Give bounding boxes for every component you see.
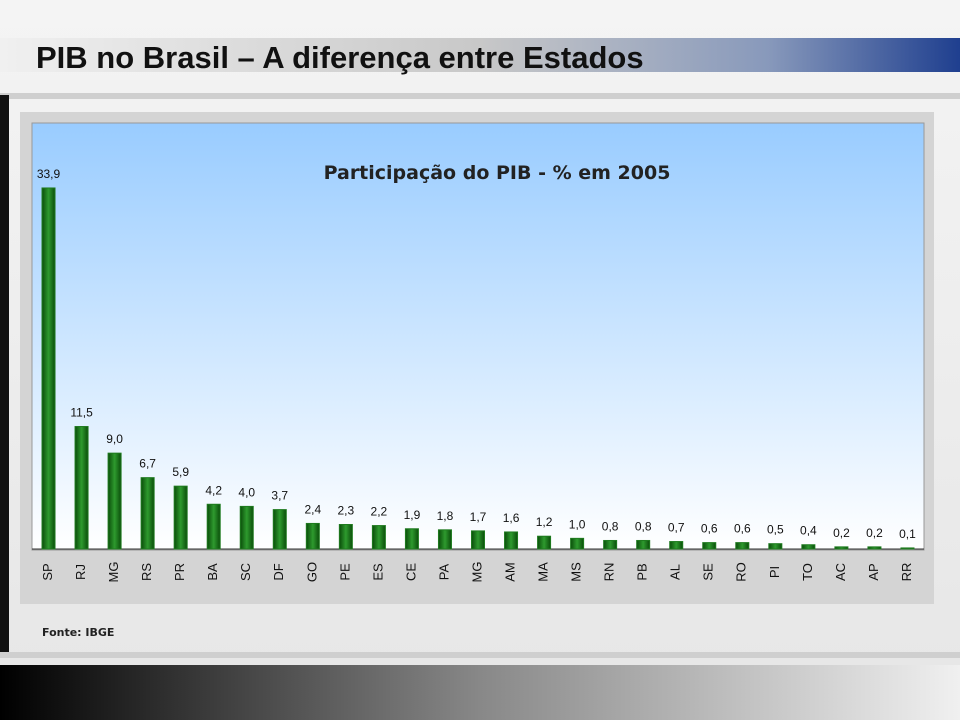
value-label: 0,6 — [701, 522, 718, 536]
bar — [537, 535, 552, 550]
value-label: 1,9 — [404, 508, 421, 522]
bar — [437, 529, 452, 550]
value-label: 0,8 — [635, 519, 652, 533]
rule — [0, 93, 960, 99]
x-tick-label: MA — [536, 562, 551, 582]
bar — [702, 542, 717, 550]
value-label: 11,5 — [70, 406, 93, 420]
plot-area — [31, 122, 925, 551]
value-label: 0,1 — [899, 527, 916, 541]
bar — [206, 503, 221, 550]
value-label: 4,2 — [205, 483, 222, 497]
bar — [371, 525, 386, 550]
bar — [471, 530, 485, 550]
x-tick-label: TO — [800, 563, 815, 581]
bar — [867, 546, 882, 550]
value-label: 1,7 — [470, 510, 487, 524]
x-tick-label: RN — [602, 563, 617, 582]
title-band — [0, 38, 960, 72]
chart-title: Participação do PIB - % em 2005 — [324, 162, 671, 184]
bar — [107, 452, 122, 550]
x-tick-label: MG — [106, 562, 121, 583]
x-tick-label: GO — [304, 562, 319, 582]
value-label: 0,8 — [602, 519, 619, 533]
x-tick-label: AP — [866, 563, 881, 580]
bar — [239, 505, 254, 550]
bar — [173, 485, 188, 550]
bar — [140, 477, 155, 550]
value-label: 33,9 — [37, 167, 61, 181]
bar — [41, 187, 56, 550]
x-tick-label: SE — [701, 563, 716, 581]
value-label: 2,4 — [304, 502, 321, 516]
x-tick-label: ES — [370, 563, 385, 581]
value-label: 5,9 — [172, 465, 189, 479]
x-tick-label: CE — [403, 563, 418, 581]
x-tick-label: PI — [767, 566, 782, 578]
x-tick-label: AC — [833, 563, 848, 581]
bars: SP 33,9 RJ 11,5 MG 9,0 RS 6,7 PR 5,9 BA 4,2 SC 4,0 DF 3… — [37, 167, 916, 583]
value-label: 0,6 — [734, 522, 751, 536]
bar — [74, 426, 89, 550]
value-label: 9,0 — [106, 432, 123, 446]
x-tick-label: SC — [238, 563, 253, 581]
x-tick-label: RJ — [73, 564, 88, 580]
value-label: 1,6 — [503, 511, 520, 525]
value-label: 0,2 — [833, 526, 850, 540]
x-tick-label: PR — [172, 563, 187, 581]
value-label: 1,0 — [569, 517, 586, 531]
bar — [504, 531, 519, 550]
value-label: 3,7 — [271, 489, 288, 503]
bar — [801, 544, 816, 550]
value-label: 4,0 — [238, 485, 255, 499]
value-label: 1,8 — [437, 509, 454, 523]
bar — [669, 541, 684, 550]
rule — [0, 652, 960, 658]
bar — [768, 543, 783, 550]
bar — [272, 509, 287, 550]
x-tick-label: PB — [635, 563, 650, 580]
footer-band — [0, 665, 960, 720]
value-label: 1,2 — [536, 515, 553, 529]
x-tick-label: DF — [271, 563, 286, 580]
bar — [570, 537, 585, 550]
bar — [338, 524, 353, 550]
x-tick-label: PE — [337, 563, 352, 581]
value-label: 2,3 — [338, 504, 355, 518]
x-tick-label: AL — [668, 564, 683, 580]
value-label: 6,7 — [139, 457, 156, 471]
x-tick-label: RS — [139, 563, 154, 581]
bar — [735, 542, 750, 550]
value-label: 0,4 — [800, 524, 817, 538]
value-label: 0,7 — [668, 521, 685, 535]
value-label: 0,5 — [767, 523, 784, 537]
value-label: 0,2 — [866, 526, 883, 540]
slide-title: PIB no Brasil – A diferença entre Estado… — [36, 40, 644, 75]
bar — [305, 522, 320, 550]
x-tick-label: SP — [40, 563, 55, 580]
bar — [900, 547, 915, 550]
bar — [404, 528, 419, 550]
source: Fonte: IBGE — [42, 626, 114, 639]
x-tick-label: MS — [569, 562, 584, 582]
x-tick-label: MG — [469, 562, 484, 583]
left-bar — [0, 95, 9, 655]
x-tick-label: RO — [734, 562, 749, 582]
x-tick-label: RR — [899, 563, 914, 582]
bar — [834, 546, 849, 550]
x-tick-label: PA — [436, 563, 451, 580]
value-label: 2,2 — [371, 505, 388, 519]
x-tick-label: BA — [205, 563, 220, 581]
x-tick-label: AM — [502, 562, 517, 582]
bar — [636, 539, 651, 550]
bar — [603, 539, 618, 550]
